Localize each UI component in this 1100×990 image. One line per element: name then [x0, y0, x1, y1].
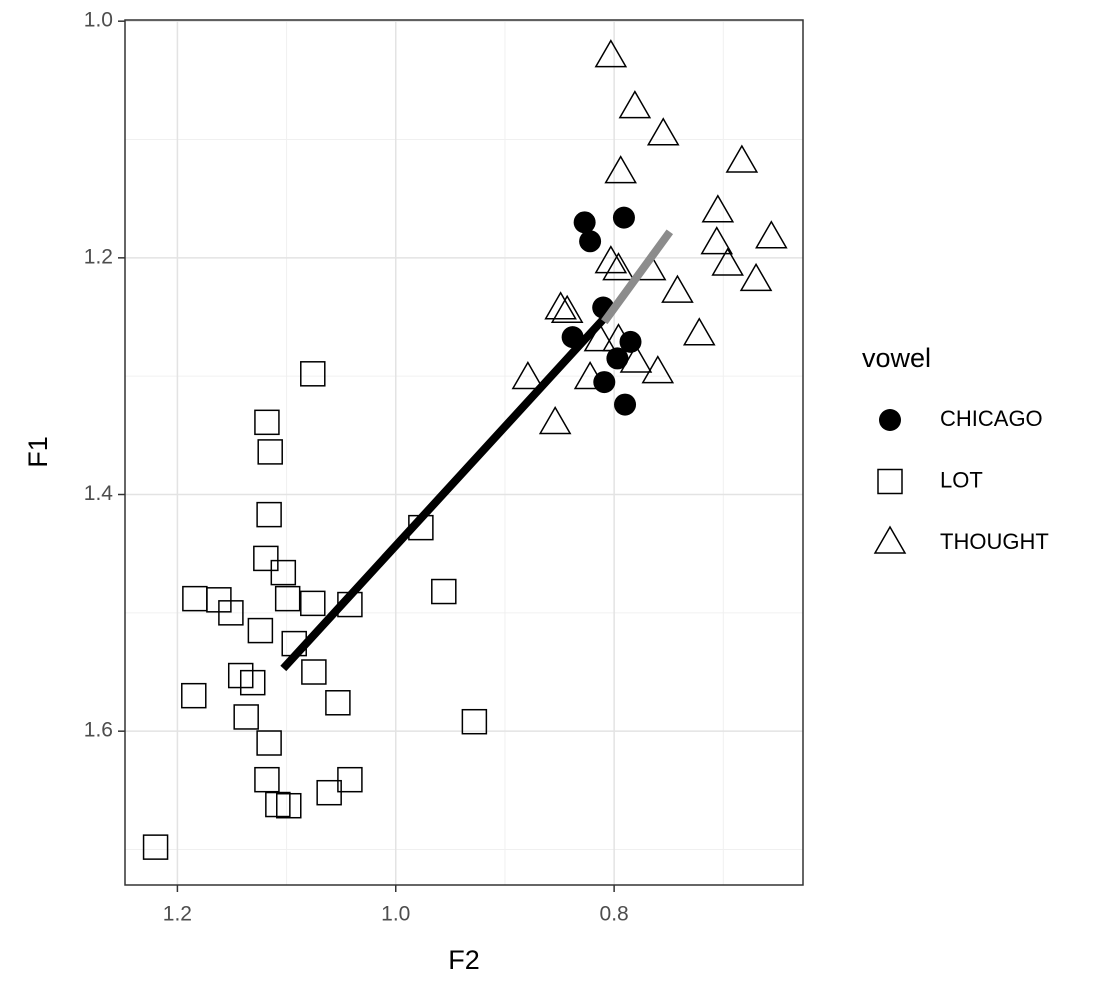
point	[711, 247, 744, 276]
point	[606, 347, 629, 370]
point	[239, 669, 266, 696]
point	[604, 155, 637, 184]
point	[661, 274, 694, 303]
point	[725, 144, 759, 173]
legend-symbol	[873, 525, 907, 554]
point	[755, 220, 788, 249]
point	[602, 323, 635, 352]
point	[594, 39, 628, 68]
point	[612, 206, 635, 229]
legend-label: LOT	[940, 467, 983, 492]
point	[325, 690, 351, 716]
point	[701, 194, 735, 223]
x-tick-label: 0.8	[600, 903, 629, 926]
point	[646, 117, 680, 146]
point	[300, 590, 326, 617]
point	[142, 834, 169, 860]
point	[538, 406, 572, 435]
point	[550, 294, 584, 324]
point	[614, 393, 637, 416]
point	[257, 439, 283, 465]
point	[461, 708, 488, 735]
point	[218, 600, 244, 626]
legend-label: CHICAGO	[940, 406, 1043, 431]
point	[619, 344, 653, 373]
point	[700, 226, 734, 255]
point	[739, 262, 773, 292]
point	[573, 361, 607, 390]
point	[618, 90, 652, 119]
point	[579, 230, 602, 253]
point	[253, 545, 279, 572]
point	[431, 578, 457, 605]
point	[301, 659, 327, 685]
point	[300, 361, 326, 387]
legend-symbol	[879, 409, 901, 431]
point	[247, 617, 274, 644]
point	[583, 323, 617, 352]
y-tick-label: 1.0	[84, 9, 113, 32]
point	[276, 792, 302, 819]
point	[182, 585, 208, 612]
point	[254, 409, 280, 436]
point	[641, 355, 675, 384]
point	[602, 252, 635, 281]
plot-border	[124, 19, 804, 886]
point	[270, 559, 297, 586]
point	[256, 501, 282, 528]
x-axis-title: F2	[448, 945, 480, 975]
y-tick-label: 1.4	[84, 482, 114, 505]
point	[181, 682, 207, 709]
point	[233, 704, 259, 730]
point	[594, 245, 628, 274]
point	[316, 779, 342, 806]
x-tick-label: 1.0	[381, 903, 410, 926]
point	[265, 791, 291, 818]
point	[573, 211, 596, 234]
point	[511, 361, 545, 390]
point	[682, 317, 716, 346]
point	[544, 291, 577, 320]
trend-line	[280, 315, 608, 672]
legend-title: vowel	[862, 343, 931, 373]
y-tick-label: 1.6	[84, 719, 113, 742]
y-axis-title: F1	[23, 436, 53, 468]
point	[256, 730, 282, 756]
y-tick-label: 1.2	[84, 245, 113, 268]
point	[254, 766, 280, 793]
legend-label: THOUGHT	[940, 529, 1049, 554]
x-tick-label: 1.2	[163, 903, 192, 926]
trend-line	[601, 229, 674, 325]
point	[274, 585, 301, 612]
point	[337, 766, 363, 793]
legend-symbol	[877, 468, 903, 495]
